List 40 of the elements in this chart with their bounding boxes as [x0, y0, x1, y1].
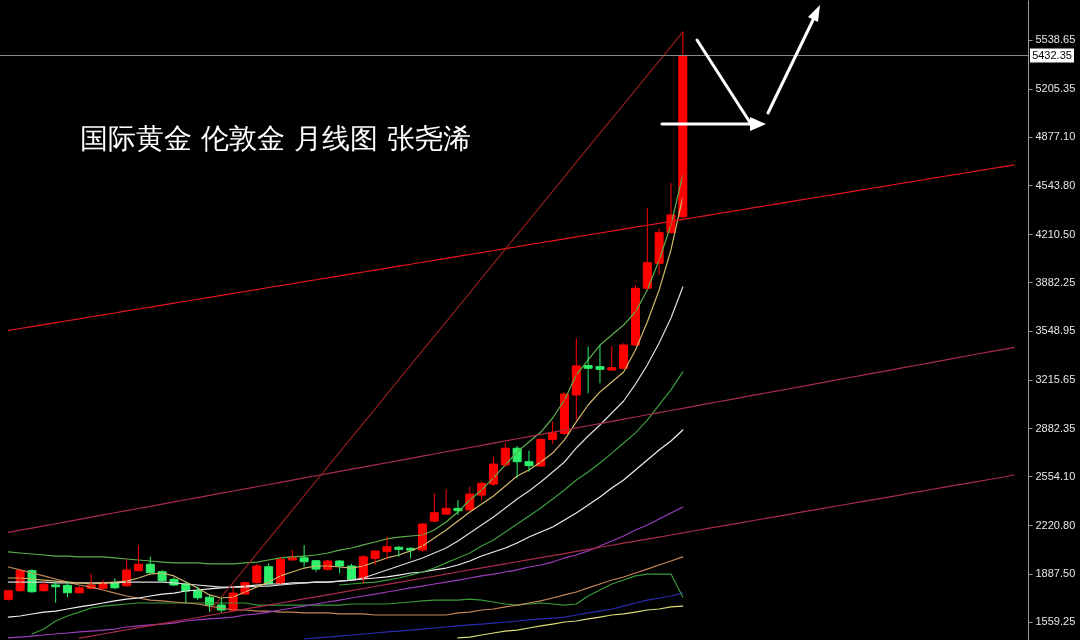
ref-line-label: 5432.35 [1032, 48, 1072, 61]
candlestick [252, 563, 262, 585]
candlestick [382, 536, 392, 560]
y-tick-label: 5205.35 [1035, 82, 1076, 95]
y-tick-label: 4877.10 [1035, 130, 1076, 143]
y-tick-label: 2882.35 [1035, 421, 1076, 434]
line-series [303, 592, 684, 640]
candlestick [524, 450, 534, 473]
y-tick-label: 3882.25 [1035, 275, 1076, 288]
line-series [7, 346, 1015, 533]
candlestick [429, 492, 439, 523]
line-series [7, 164, 1015, 331]
line-series [7, 429, 684, 618]
candlestick [335, 559, 345, 574]
candlestick [51, 581, 61, 604]
line-series [7, 556, 684, 616]
line-series [457, 605, 684, 639]
candlestick [394, 545, 404, 558]
y-tick-label: 1559.25 [1035, 615, 1076, 628]
candlestick [74, 585, 84, 594]
candlestick [441, 488, 451, 516]
candlestick [583, 346, 593, 394]
candlestick [595, 344, 605, 384]
line-series [31, 573, 684, 635]
y-tick-label: 3548.95 [1035, 324, 1076, 337]
line-series [78, 474, 1015, 639]
y-tick-label: 2220.80 [1035, 518, 1076, 531]
candlestick [370, 549, 380, 566]
line-series [7, 506, 684, 639]
line-series [339, 371, 684, 586]
candlestick [299, 544, 309, 568]
y-tick-label: 1887.50 [1035, 567, 1076, 580]
y-tick-label: 2554.10 [1035, 469, 1076, 482]
y-tick-label: 4543.80 [1035, 178, 1076, 191]
y-tick-label: 5538.65 [1035, 33, 1076, 46]
text: 国际黄金 伦敦金 月线图 张尧浠 [80, 122, 471, 155]
candlestick [3, 589, 13, 602]
candlestick [607, 345, 617, 372]
y-tick-label: 3215.65 [1035, 373, 1076, 386]
y-tick-label: 4210.50 [1035, 227, 1076, 240]
